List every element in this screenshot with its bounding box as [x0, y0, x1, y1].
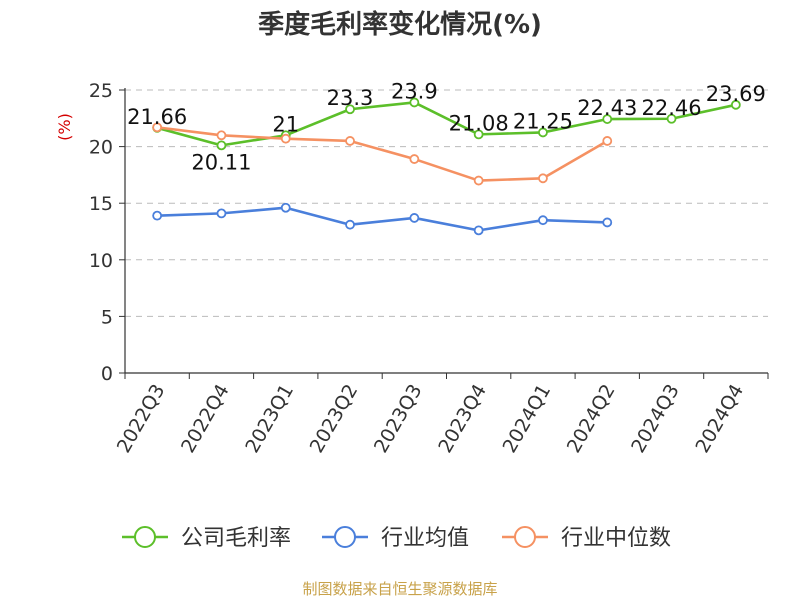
data-point-series0-2023Q4 — [473, 129, 484, 140]
data-label-2023Q4: 21.08 — [449, 111, 509, 135]
data-point-series0-2022Q4 — [216, 140, 227, 151]
data-label-2023Q3: 23.9 — [391, 79, 438, 103]
source-note: 制图数据来自恒生聚源数据库 — [302, 580, 497, 598]
legend-label-1: 行业均值 — [381, 526, 469, 551]
x-tick-label-2024Q3: 2024Q3 — [627, 381, 684, 457]
y-axis-label: (%) — [55, 113, 74, 141]
data-point-series0-2024Q1 — [538, 127, 548, 138]
data-label-2024Q3: 22.46 — [641, 96, 701, 120]
series-line-1 — [157, 206, 608, 232]
y-tick-label: 0 — [101, 363, 113, 385]
data-point-series1-2024Q1 — [538, 215, 548, 226]
x-tick-labels: 2022Q3 2022Q4 2023Q1 2023Q2 2023Q3 2023Q4 2024… — [113, 381, 748, 457]
y-tick-label: 5 — [101, 306, 113, 328]
legend-marker-0 — [134, 526, 156, 548]
data-label-2024Q4: 23.69 — [706, 82, 766, 106]
data-point-series2-2023Q4 — [473, 175, 484, 186]
data-point-series0-2024Q4 — [730, 99, 741, 110]
data-point-series0-2023Q2 — [345, 104, 355, 115]
y-tick-label: 10 — [89, 250, 113, 272]
data-point-series1-2023Q1 — [280, 202, 291, 213]
data-label-2022Q3: 21.66 — [127, 105, 187, 129]
legend-marker-2 — [514, 526, 536, 548]
data-label-2024Q2: 22.43 — [577, 96, 637, 120]
series-line-0 — [156, 101, 737, 147]
data-point-series0-2024Q2 — [602, 114, 613, 124]
legend-label-2: 行业中位数 — [561, 526, 671, 551]
series-line-2 — [156, 126, 608, 182]
axes — [119, 88, 769, 379]
y-tick-label: 25 — [89, 80, 113, 102]
x-tick-label-2023Q3: 2023Q3 — [370, 381, 427, 457]
data-point-series2-2022Q4 — [216, 130, 227, 141]
y-tick-label: 15 — [89, 193, 113, 215]
data-point-series1-2023Q4 — [473, 225, 484, 236]
data-point-series1-2023Q3 — [409, 213, 420, 223]
y-tick-label: 20 — [89, 137, 113, 159]
data-point-series2-2024Q1 — [538, 173, 548, 184]
x-tick-label-2022Q3: 2022Q3 — [113, 381, 170, 457]
data-point-series1-2023Q2 — [345, 219, 355, 230]
legend: 公司毛利率 行业均值 行业中位数 — [122, 526, 671, 551]
data-label-2023Q1: 21 — [272, 112, 299, 136]
data-point-series1-2022Q3 — [152, 210, 163, 221]
x-tick-label-2024Q4: 2024Q4 — [691, 381, 748, 457]
data-label-2022Q4: 20.11 — [191, 150, 251, 174]
x-tick-label-2023Q2: 2023Q2 — [306, 381, 363, 457]
data-point-series1-2022Q4 — [216, 208, 227, 219]
data-point-series0-2023Q3 — [409, 97, 420, 108]
legend-label-0: 公司毛利率 — [181, 526, 291, 551]
data-point-series0-2024Q3 — [666, 113, 677, 124]
series-layer — [152, 97, 741, 236]
x-tick-label-2023Q1: 2023Q1 — [241, 381, 298, 457]
data-point-series2-2023Q1 — [280, 133, 291, 144]
legend-marker-1 — [334, 526, 356, 548]
data-point-series2-2023Q2 — [345, 136, 355, 146]
data-point-series2-2024Q2 — [602, 136, 613, 146]
chart-title: 季度毛利率变化情况(%) — [258, 9, 542, 40]
x-tick-label-2024Q2: 2024Q2 — [563, 381, 620, 457]
data-label-2024Q1: 21.25 — [513, 109, 573, 133]
x-tick-label-2022Q4: 2022Q4 — [177, 381, 234, 457]
data-point-series2-2022Q3 — [152, 122, 163, 133]
data-point-series1-2024Q2 — [602, 217, 613, 228]
data-label-2023Q2: 23.3 — [327, 86, 374, 110]
y-tick-labels: 0 5 10 15 20 25 — [89, 80, 113, 385]
data-point-series2-2023Q3 — [409, 154, 420, 164]
x-tick-label-2024Q1: 2024Q1 — [499, 381, 556, 457]
x-tick-label-2023Q4: 2023Q4 — [434, 381, 491, 457]
gridlines — [125, 89, 768, 317]
